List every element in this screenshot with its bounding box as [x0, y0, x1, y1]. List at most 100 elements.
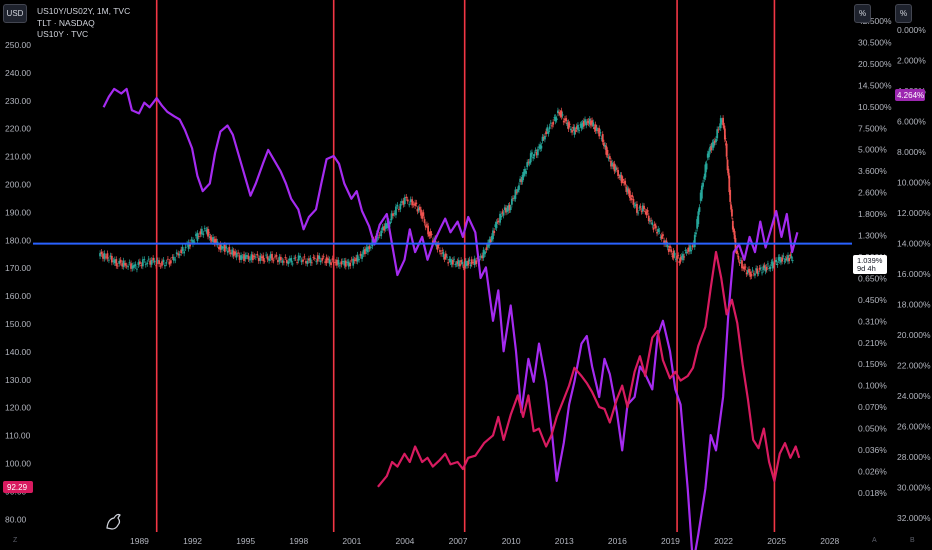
tlt-candle [112, 260, 115, 262]
tlt-candle [105, 256, 107, 258]
tlt-candle [203, 228, 206, 230]
legend-main-symbol[interactable]: US10Y/US02Y, 1M, TVC [37, 6, 131, 16]
tlt-candle [626, 188, 629, 192]
tlt-candle [658, 230, 661, 232]
tlt-candle [644, 211, 647, 213]
time-axis-tick-label: 2013 [555, 536, 574, 546]
tlt-candle [171, 256, 174, 258]
middle-scale-percent-button[interactable]: % [854, 4, 871, 23]
legend-us10y-symbol[interactable]: US10Y · TVC [37, 29, 89, 39]
tlt-candle [590, 120, 592, 126]
tlt-candle [549, 122, 552, 124]
tlt-candle [102, 253, 104, 259]
plot-area[interactable] [99, 87, 801, 550]
tlt-candle [791, 260, 794, 261]
right-scale-percent-button[interactable]: % [895, 4, 912, 23]
tlt-candle [725, 143, 728, 157]
tlt-candle [400, 201, 403, 203]
tlt-candle [127, 266, 129, 268]
tlt-candle [454, 264, 457, 265]
tlt-candle [582, 121, 585, 127]
tlt-candle [519, 178, 522, 183]
tlt-candle [538, 146, 540, 148]
tlt-candle [467, 260, 470, 266]
tlt-candle [685, 251, 688, 253]
tlt-candle [380, 230, 383, 237]
crosshair-time-text: 9d 4h [857, 264, 876, 273]
tlt-candle [212, 236, 214, 243]
tlt-candle [397, 209, 400, 210]
tlt-candle [591, 120, 594, 125]
tlt-candle [598, 128, 601, 137]
tlt-candle [124, 263, 127, 266]
tlt-candle [647, 215, 650, 221]
tlt-candle [540, 145, 543, 149]
tlt-candle [100, 251, 103, 255]
tlt-candle [546, 127, 549, 132]
middle-axis-tick-label: 0.210% [858, 338, 887, 348]
right-percent-axis[interactable]: 0.000%2.000%4.000%6.000%8.000%10.000%12.… [897, 25, 931, 523]
tlt-candle [440, 253, 442, 255]
tlt-candle [431, 240, 434, 243]
tlt-candle [789, 254, 792, 257]
tlt-candle [330, 262, 332, 266]
left-price-axis[interactable]: 250.00 240.00 230.00 220.00 210.00 200.00 190.… [5, 40, 31, 524]
tlt-candle [284, 257, 287, 258]
tlt-candle [138, 261, 141, 265]
tlt-candle [776, 264, 779, 266]
tlt-candle [453, 258, 455, 260]
tlt-candle [699, 192, 702, 201]
corner-label-b[interactable]: B [910, 537, 915, 544]
tlt-candle [529, 153, 532, 163]
tlt-candle [614, 167, 617, 171]
tlt-candle [235, 253, 238, 258]
tlt-candle [755, 268, 758, 271]
tlt-candle [505, 207, 507, 213]
corner-label-a[interactable]: A [872, 537, 877, 544]
tlt-candle [302, 259, 304, 262]
tlt-candle [378, 234, 381, 236]
tlt-candle [728, 175, 731, 193]
us10y-series-line[interactable] [102, 87, 799, 550]
tlt-candle [287, 261, 290, 265]
tlt-candle [99, 253, 101, 257]
tlt-candle [778, 256, 781, 262]
time-axis[interactable]: 1989 1992 1995 1998 2001 2004 2007 2010 2013 2016… [130, 536, 839, 546]
tlt-candle [526, 162, 529, 168]
tlt-candle [140, 265, 143, 266]
tlt-candle [312, 256, 315, 258]
tlt-candle [426, 224, 428, 226]
tlt-candle [395, 206, 397, 216]
tlt-candle [723, 125, 726, 130]
tlt-candle [742, 266, 745, 269]
tlt-candle [555, 118, 558, 120]
middle-axis-tick-label: 0.310% [858, 316, 887, 326]
tlt-candle [125, 265, 128, 267]
tlt-candle [691, 245, 694, 248]
tlt-candle [281, 260, 284, 263]
tradingview-logo-icon[interactable] [106, 513, 121, 530]
tlt-candle [712, 141, 715, 148]
corner-label-z[interactable]: Z [13, 537, 18, 544]
tlt-candle [735, 250, 738, 252]
tlt-candle [616, 168, 618, 170]
tlt-candle [213, 239, 216, 244]
tlt-candle [424, 225, 427, 228]
tlt-candle [447, 262, 450, 264]
tlt-candle [739, 260, 742, 262]
yield-curve-series-line[interactable] [377, 250, 801, 488]
left-axis-tick-label: 250.00 [5, 40, 31, 50]
currency-button[interactable]: USD [3, 4, 27, 23]
tlt-candle [325, 257, 328, 264]
tlt-candle [353, 259, 356, 261]
tlt-candle [116, 265, 119, 267]
legend-tlt-symbol[interactable]: TLT · NASDAQ [37, 17, 95, 28]
tlt-candle [481, 255, 483, 259]
left-axis-tick-label: 170.00 [5, 263, 31, 273]
right-axis-tick-label: 16.000% [897, 269, 931, 279]
tlt-candle [340, 261, 343, 265]
tlt-candle [541, 136, 544, 141]
tlt-candle [137, 262, 140, 266]
tlt-candle [266, 256, 269, 260]
